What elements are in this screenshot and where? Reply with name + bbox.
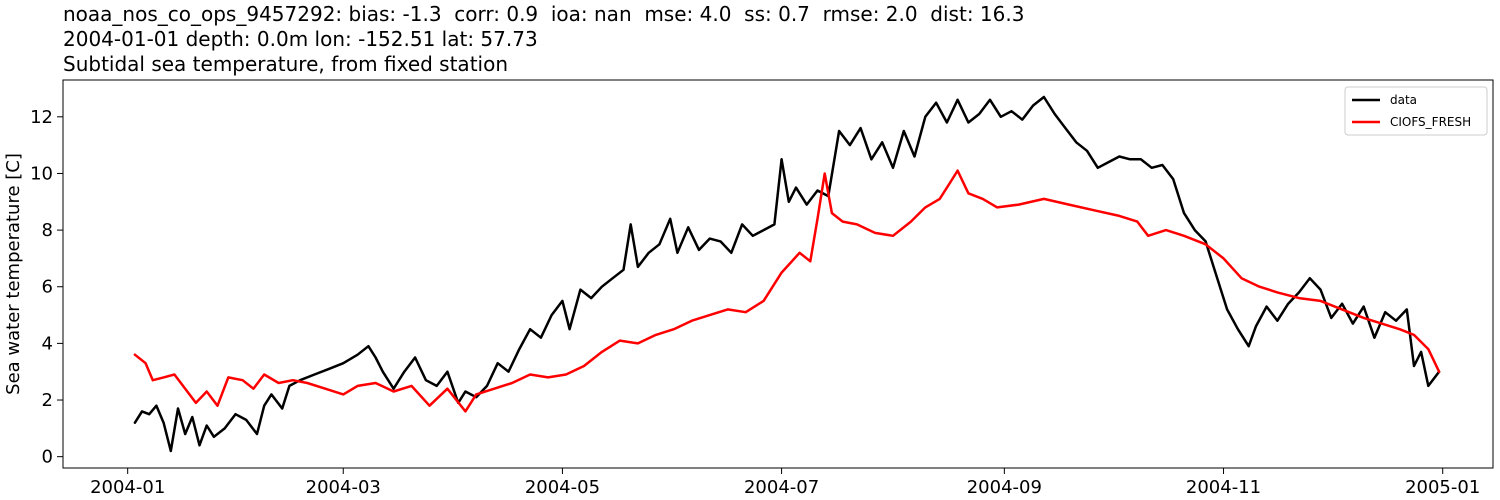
x-tick-label: 2004-11 (1186, 477, 1261, 498)
chart-stats-line: noaa_nos_co_ops_9457292: bias: -1.3 corr… (63, 2, 1025, 26)
series-line-data (133, 95, 1441, 453)
y-tick-label: 8 (42, 220, 53, 241)
y-tick-label: 0 (42, 447, 53, 468)
plot-frame (62, 79, 1494, 469)
x-tick-label: 2004-07 (744, 477, 819, 498)
y-tick-label: 10 (30, 163, 53, 184)
x-tick-label: 2004-03 (306, 477, 381, 498)
y-axis-ticks: 0 2 4 6 8 10 12 (30, 107, 63, 468)
x-tick-label: 2005-01 (1405, 477, 1480, 498)
series-line-ciofs-fresh (133, 169, 1441, 413)
x-tick-label: 2004-09 (967, 477, 1042, 498)
legend: data CIOFS_FRESH (1344, 86, 1488, 136)
chart-title: Subtidal sea temperature, from fixed sta… (63, 52, 508, 76)
y-axis-label: Sea water temperature [C] (3, 153, 24, 395)
x-axis-ticks: 2004-01 2004-03 2004-05 2004-07 2004-09 2004-… (90, 468, 1480, 498)
legend-label: CIOFS_FRESH (1390, 115, 1471, 129)
legend-box (1344, 86, 1488, 136)
y-tick-label: 4 (42, 333, 53, 354)
x-tick-label: 2004-05 (525, 477, 600, 498)
y-tick-label: 6 (42, 277, 53, 298)
chart-location-line: 2004-01-01 depth: 0.0m lon: -152.51 lat:… (63, 27, 538, 51)
x-tick-label: 2004-01 (90, 477, 165, 498)
chart-title-block: noaa_nos_co_ops_9457292: bias: -1.3 corr… (63, 2, 1024, 77)
series-layer (133, 95, 1441, 453)
y-tick-label: 2 (42, 390, 53, 411)
legend-label: data (1390, 93, 1417, 107)
y-tick-label: 12 (30, 107, 53, 128)
